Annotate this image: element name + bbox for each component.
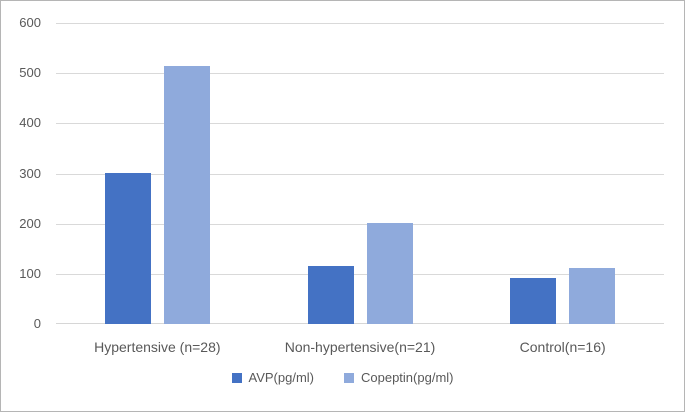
legend-label: AVP(pg/ml) — [248, 370, 315, 385]
y-tick-label: 100 — [19, 265, 41, 281]
bar-avp-2 — [307, 266, 354, 324]
bar-copeptin-2 — [366, 223, 413, 324]
legend: AVP(pg/ml) Copeptin(pg/ml) — [1, 370, 684, 385]
legend-item: Copeptin(pg/ml) — [344, 370, 454, 385]
y-tick-label: 200 — [19, 215, 41, 231]
legend-swatch-icon — [231, 372, 242, 383]
category-label: Hypertensive (n=28) — [94, 339, 221, 355]
bar-copeptin-3 — [569, 267, 616, 324]
bar-copeptin-1 — [163, 65, 210, 324]
y-tick-label: 600 — [19, 15, 41, 30]
x-axis-line — [56, 323, 664, 324]
y-tick-label: 400 — [19, 115, 41, 131]
legend-label: Copeptin(pg/ml) — [361, 370, 454, 385]
plot-area — [56, 23, 664, 324]
legend-swatch-icon — [344, 372, 354, 383]
gridline — [56, 23, 664, 24]
gridline — [56, 73, 664, 75]
gridline — [56, 223, 664, 225]
legend-item: AVP(pg/ml) — [231, 370, 315, 385]
y-tick-label: 300 — [19, 165, 41, 181]
category-label: Non-hypertensive(n=21) — [284, 339, 436, 355]
category-label: Control(n=16) — [519, 339, 606, 355]
y-tick-label: 500 — [19, 65, 41, 81]
bar-avp-1 — [104, 173, 151, 324]
gridline — [56, 273, 664, 275]
gridline — [56, 173, 664, 175]
bar-avp-3 — [510, 277, 557, 324]
gridline — [56, 123, 664, 125]
y-tick-label: 0 — [33, 316, 41, 331]
